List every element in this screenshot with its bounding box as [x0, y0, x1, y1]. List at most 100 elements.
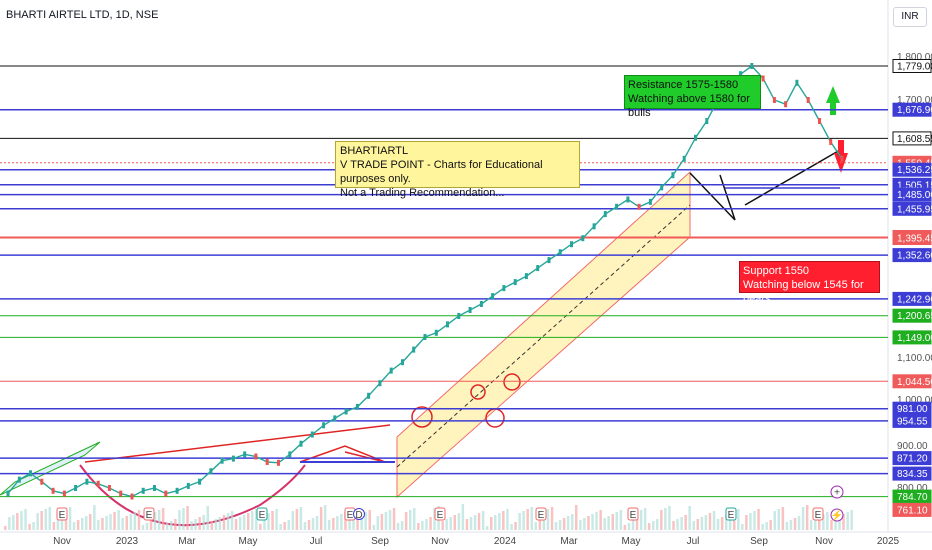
volume-bar: [60, 518, 64, 530]
svg-text:E: E: [347, 510, 354, 521]
svg-text:1,395.45: 1,395.45: [897, 234, 932, 245]
price-candle: [615, 203, 619, 210]
earnings-marker-icon[interactable]: E: [434, 507, 446, 521]
volume-bar: [24, 509, 27, 530]
volume-bar: [89, 514, 92, 530]
price-candle: [74, 485, 78, 491]
volume-bar: [323, 505, 327, 530]
price-candle: [705, 118, 709, 124]
volume-bar: [251, 511, 254, 530]
svg-text:E: E: [437, 510, 444, 521]
earnings-marker-icon[interactable]: E: [725, 507, 737, 521]
volume-bar: [728, 513, 732, 530]
volume-bar: [566, 516, 570, 530]
earnings-marker-icon[interactable]: E: [812, 507, 824, 521]
x-tick-label: Nov: [431, 536, 449, 547]
svg-text:1,608.55: 1,608.55: [897, 134, 932, 145]
price-candle: [491, 293, 495, 300]
volume-bar: [457, 513, 461, 530]
price-candle: [333, 415, 337, 422]
level-label-11: 1,242.90: [892, 291, 932, 306]
lightning-event-icon[interactable]: ⚡: [830, 508, 844, 522]
volume-bar: [214, 519, 218, 530]
volume-bar: [579, 520, 582, 530]
volume-bar: [336, 516, 339, 530]
volume-bar: [198, 517, 201, 530]
earnings-marker-icon[interactable]: E: [627, 507, 639, 521]
volume-bar: [716, 519, 720, 530]
price-candle: [231, 455, 235, 462]
volume-bar: [117, 510, 120, 530]
volume-bar: [230, 511, 234, 530]
volume-bar: [352, 518, 355, 530]
volume-bar: [332, 518, 335, 530]
volume-bar: [473, 515, 477, 530]
currency-button[interactable]: INR: [893, 7, 927, 27]
y-tick-label: 1,000.00: [897, 395, 932, 406]
y-tick-label: 900.00: [897, 441, 928, 452]
price-candle: [739, 71, 743, 78]
earnings-marker-icon[interactable]: E: [256, 507, 268, 521]
svg-text:981.00: 981.00: [897, 404, 928, 415]
volume-bar: [834, 518, 837, 530]
price-candle: [592, 223, 596, 230]
volume-bar: [550, 507, 554, 530]
level-label-12: 1,200.65: [892, 308, 932, 323]
x-tick-label: Jul: [310, 536, 323, 547]
support-box[interactable]: Support 1550 Watching below 1545 for bea…: [739, 261, 880, 305]
level-label-9: 1,395.45: [892, 231, 932, 245]
earnings-marker-icon[interactable]: E: [56, 507, 68, 521]
level-label-19: 784.70: [892, 489, 932, 504]
volume-bar: [724, 515, 728, 530]
volume-bar: [615, 512, 618, 530]
resistance-box-line-1: Resistance 1575-1580: [628, 79, 739, 91]
price-candle: [367, 392, 371, 399]
price-candle: [85, 478, 89, 485]
volume-bar: [643, 508, 647, 530]
level-label-6: 1,485.00: [892, 187, 932, 202]
price-candle: [818, 118, 821, 124]
y-tick-label: 1,700.00: [897, 95, 932, 106]
price-candle: [119, 490, 123, 497]
info-box[interactable]: BHARTIARTL V TRADE POINT - Charts for Ed…: [335, 141, 580, 199]
volume-bar: [360, 514, 363, 530]
volume-bar: [623, 525, 627, 530]
x-tick-label: 2025: [877, 536, 900, 547]
volume-bar: [190, 521, 193, 530]
volume-bar: [68, 507, 72, 530]
volume-bar: [93, 505, 96, 530]
volume-bar: [328, 520, 331, 530]
svg-text:784.70: 784.70: [897, 492, 928, 503]
volume-bar: [656, 519, 659, 530]
price-candle: [570, 241, 573, 248]
price-candle: [795, 79, 799, 86]
v-shape-left: [689, 172, 736, 221]
volume-bar: [32, 522, 35, 530]
volume-bar: [692, 521, 695, 530]
volume-bar: [283, 522, 286, 530]
price-candle: [434, 329, 438, 336]
resistance-box[interactable]: Resistance 1575-1580 Watching above 1580…: [624, 75, 761, 119]
volume-bar: [445, 519, 448, 530]
price-candle: [175, 487, 179, 494]
earnings-marker-icon[interactable]: E: [535, 507, 547, 521]
chart-title: BHARTI AIRTEL LTD, 1D, NSE: [6, 9, 159, 21]
volume-bar: [465, 519, 469, 530]
volume-bar: [392, 508, 396, 530]
volume-bar: [161, 508, 165, 530]
svg-text:761.10: 761.10: [897, 505, 928, 516]
volume-bar: [113, 512, 116, 530]
volume-bar: [28, 524, 31, 530]
earnings-marker-icon[interactable]: E: [143, 507, 155, 521]
volume-bar: [777, 509, 780, 530]
volume-bar: [676, 519, 679, 530]
volume-bar: [311, 518, 315, 530]
volume-bar: [291, 511, 295, 530]
plus-event-icon[interactable]: +: [830, 485, 844, 499]
volume-bar: [684, 515, 687, 530]
dividend-marker-icon[interactable]: D: [353, 508, 365, 522]
volume-bar: [453, 515, 456, 530]
early-channel[interactable]: [0, 441, 101, 496]
volume-bar: [218, 517, 222, 530]
volume-bar: [838, 516, 841, 530]
